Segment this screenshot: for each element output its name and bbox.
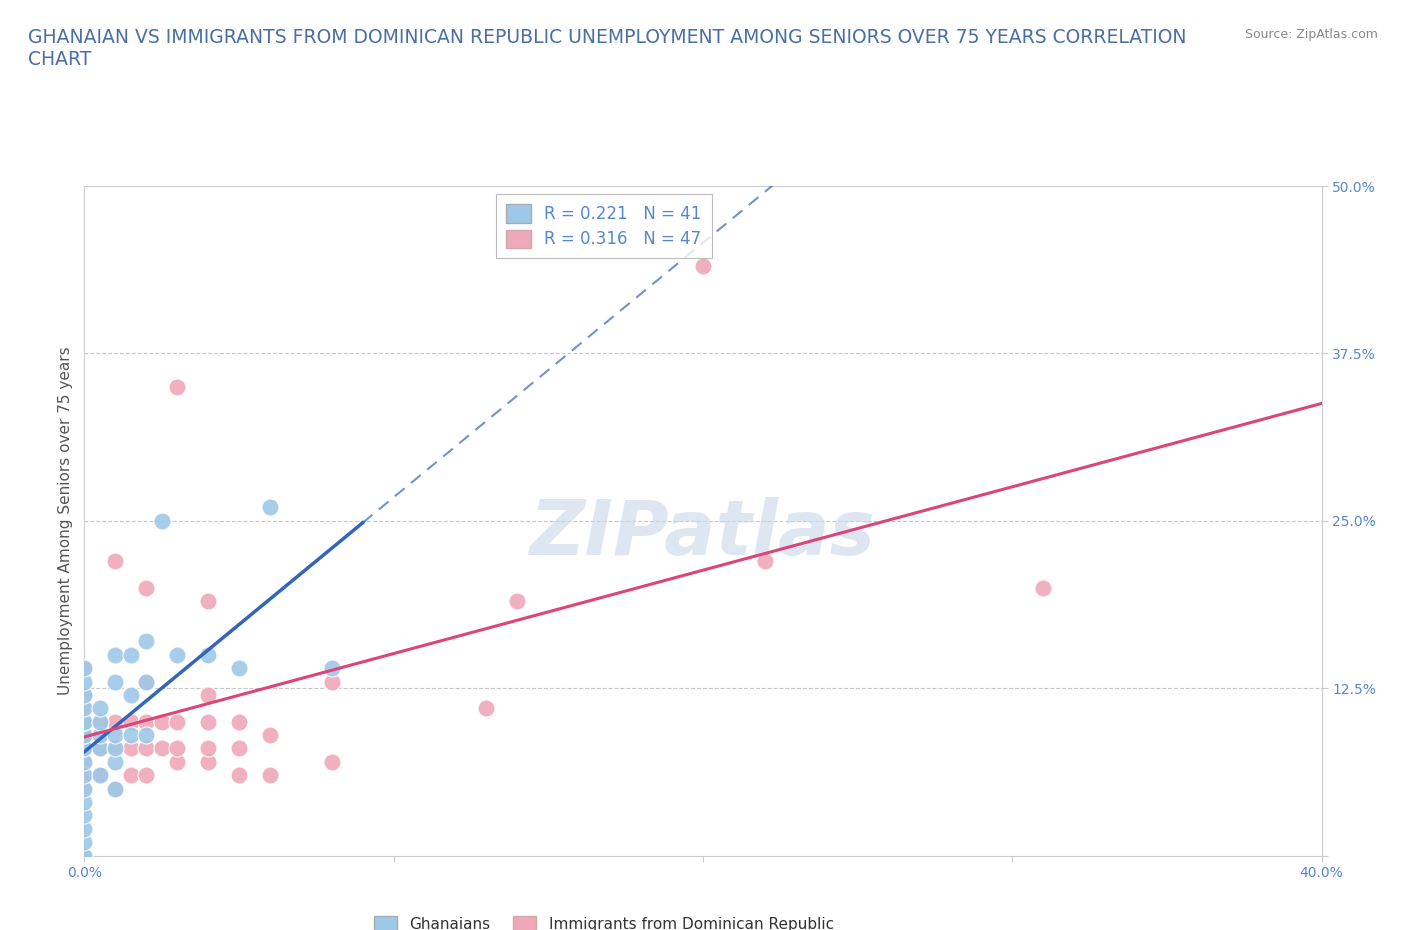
Point — [73, 701, 96, 716]
Point — [120, 768, 142, 783]
Point — [104, 647, 127, 662]
Point — [135, 580, 157, 595]
Point — [73, 660, 96, 675]
Point — [104, 727, 127, 742]
Point — [166, 741, 188, 756]
Point — [321, 674, 343, 689]
Point — [120, 687, 142, 702]
Point — [197, 741, 219, 756]
Point — [135, 634, 157, 649]
Point — [73, 714, 96, 729]
Point — [197, 593, 219, 608]
Point — [73, 768, 96, 783]
Point — [73, 674, 96, 689]
Point — [120, 647, 142, 662]
Point — [120, 741, 142, 756]
Point — [104, 741, 127, 756]
Point — [73, 727, 96, 742]
Text: Source: ZipAtlas.com: Source: ZipAtlas.com — [1244, 28, 1378, 41]
Point — [73, 754, 96, 769]
Point — [166, 714, 188, 729]
Point — [73, 768, 96, 783]
Point — [104, 714, 127, 729]
Point — [73, 781, 96, 796]
Point — [135, 727, 157, 742]
Point — [166, 754, 188, 769]
Point — [135, 741, 157, 756]
Point — [73, 714, 96, 729]
Text: ZIPatlas: ZIPatlas — [530, 498, 876, 571]
Point — [73, 687, 96, 702]
Point — [120, 727, 142, 742]
Point — [150, 513, 173, 528]
Point — [89, 714, 111, 729]
Point — [104, 754, 127, 769]
Point — [166, 647, 188, 662]
Point — [73, 848, 96, 863]
Point — [259, 768, 281, 783]
Point — [73, 794, 96, 809]
Point — [73, 701, 96, 716]
Point — [89, 714, 111, 729]
Point — [197, 754, 219, 769]
Point — [104, 553, 127, 568]
Point — [197, 687, 219, 702]
Point — [228, 768, 250, 783]
Point — [73, 821, 96, 836]
Point — [73, 754, 96, 769]
Point — [228, 741, 250, 756]
Point — [150, 714, 173, 729]
Point — [73, 727, 96, 742]
Point — [73, 660, 96, 675]
Point — [321, 754, 343, 769]
Legend: Ghanaians, Immigrants from Dominican Republic: Ghanaians, Immigrants from Dominican Rep… — [368, 910, 839, 930]
Point — [259, 500, 281, 515]
Point — [73, 741, 96, 756]
Point — [73, 848, 96, 863]
Point — [135, 714, 157, 729]
Point — [692, 259, 714, 273]
Point — [506, 593, 529, 608]
Point — [73, 714, 96, 729]
Point — [89, 701, 111, 716]
Point — [228, 714, 250, 729]
Point — [135, 768, 157, 783]
Point — [259, 727, 281, 742]
Point — [120, 714, 142, 729]
Point — [166, 379, 188, 394]
Point — [475, 701, 498, 716]
Point — [89, 768, 111, 783]
Point — [73, 781, 96, 796]
Point — [150, 741, 173, 756]
Point — [754, 553, 776, 568]
Text: GHANAIAN VS IMMIGRANTS FROM DOMINICAN REPUBLIC UNEMPLOYMENT AMONG SENIORS OVER 7: GHANAIAN VS IMMIGRANTS FROM DOMINICAN RE… — [28, 28, 1187, 69]
Y-axis label: Unemployment Among Seniors over 75 years: Unemployment Among Seniors over 75 years — [58, 347, 73, 695]
Point — [73, 835, 96, 850]
Point — [73, 727, 96, 742]
Point — [104, 781, 127, 796]
Point — [321, 660, 343, 675]
Point — [135, 674, 157, 689]
Point — [73, 687, 96, 702]
Point — [89, 741, 111, 756]
Point — [104, 741, 127, 756]
Point — [104, 674, 127, 689]
Point — [73, 808, 96, 823]
Point — [89, 727, 111, 742]
Point — [197, 647, 219, 662]
Point — [228, 660, 250, 675]
Point — [73, 741, 96, 756]
Point — [89, 768, 111, 783]
Point — [104, 781, 127, 796]
Point — [1032, 580, 1054, 595]
Point — [89, 741, 111, 756]
Point — [135, 674, 157, 689]
Point — [197, 714, 219, 729]
